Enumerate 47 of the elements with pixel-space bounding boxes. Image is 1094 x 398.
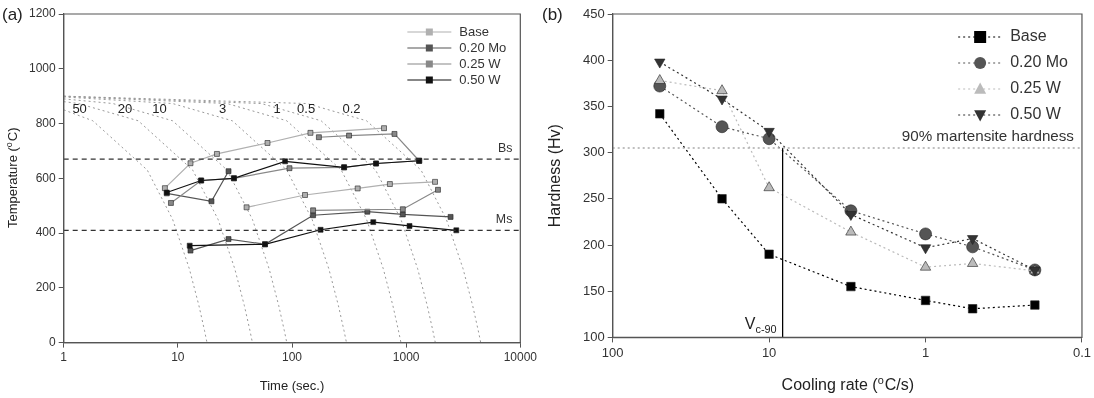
legend-label: 0.50 W: [459, 71, 502, 87]
legend-label: Base: [1010, 27, 1047, 45]
annotation: 10: [152, 100, 167, 116]
legend-label: 0.20 Mo: [1010, 53, 1069, 71]
x-tick-label: 10: [761, 344, 777, 360]
x-tick-label: 10000: [503, 350, 538, 365]
x-tick-label: 0.1: [1072, 344, 1091, 360]
annotation: 1: [273, 100, 281, 116]
legend-label: 0.25 W: [1010, 79, 1062, 97]
ref-line-label: Ms: [495, 212, 513, 227]
y-tick-label: 350: [582, 97, 605, 113]
ref-line-label: Bs: [497, 141, 513, 156]
y-tick-label: 1200: [28, 6, 57, 21]
y-tick-label: 200: [582, 236, 605, 252]
x-tick-label: 10: [171, 350, 185, 365]
x-tick-label: 1: [60, 350, 68, 365]
legend-label: 0.50 W: [1010, 105, 1062, 123]
x-tick-label: 1: [921, 344, 930, 360]
x-tick-label: 100: [281, 350, 303, 365]
y-axis-title: Temperature (oC): [3, 127, 20, 229]
ref-line-label: 90% martensite hardness: [901, 126, 1075, 144]
y-tick-label: 1000: [28, 61, 57, 76]
annotation: 0.2: [342, 100, 361, 116]
annotation: 50: [72, 100, 87, 116]
annotation: 0.5: [297, 100, 316, 116]
y-tick-label: 450: [582, 5, 605, 21]
chart-title: (a): [2, 5, 23, 24]
y-tick-label: 200: [35, 280, 57, 295]
annotation: 20: [117, 100, 133, 116]
y-tick-label: 0: [49, 334, 57, 349]
y-tick-label: 100: [582, 328, 605, 344]
y-tick-label: 400: [35, 225, 57, 240]
y-tick-label: 800: [35, 115, 57, 130]
y-axis-title: Hardness (Hv): [546, 124, 563, 228]
y-tick-label: 300: [582, 144, 605, 160]
legend-label: Base: [459, 23, 489, 39]
annotation: 3: [219, 100, 227, 116]
y-tick-label: 600: [35, 170, 57, 185]
legend-label: 0.25 W: [459, 55, 502, 71]
x-axis-title: Time (sec.): [259, 378, 325, 393]
y-tick-label: 150: [582, 282, 605, 298]
y-tick-label: 250: [582, 190, 605, 206]
chart-title: (b): [542, 5, 563, 24]
y-tick-label: 400: [582, 51, 605, 67]
x-tick-label: 100: [601, 344, 624, 360]
legend-label: 0.20 Mo: [459, 39, 507, 55]
x-tick-label: 1000: [392, 350, 420, 365]
